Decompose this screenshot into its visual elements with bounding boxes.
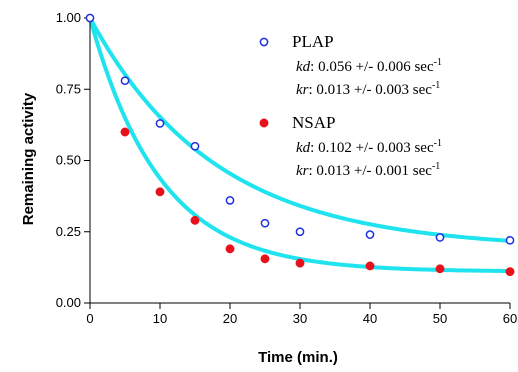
legend-param-kr: kr: 0.013 +/- 0.001 sec-1 bbox=[296, 161, 440, 179]
x-axis-label: Time (min.) bbox=[258, 349, 338, 366]
point-plap bbox=[260, 218, 270, 228]
point-plap bbox=[365, 230, 375, 239]
x-tick-label: 30 bbox=[293, 311, 307, 326]
point-nsap bbox=[120, 127, 130, 137]
x-tick-label: 60 bbox=[503, 311, 517, 326]
x-ticks: 0 10 20 30 40 50 60 bbox=[86, 303, 517, 326]
legend-param-kd: kd: 0.102 +/- 0.003 sec-1 bbox=[296, 138, 442, 156]
y-tick-label: 0.00 bbox=[56, 295, 81, 310]
data-points bbox=[85, 13, 515, 277]
x-tick-label: 0 bbox=[86, 311, 93, 326]
point-nsap bbox=[435, 264, 445, 274]
x-tick-label: 10 bbox=[153, 311, 167, 326]
point-plap bbox=[505, 235, 515, 245]
legend-param-kr: kr: 0.013 +/- 0.003 sec-1 bbox=[296, 80, 440, 98]
point-nsap bbox=[190, 215, 200, 225]
point-plap bbox=[225, 196, 235, 205]
x-tick-label: 50 bbox=[433, 311, 447, 326]
point-nsap bbox=[365, 261, 375, 271]
y-tick-label: 0.25 bbox=[56, 224, 81, 239]
y-tick-label: 1.00 bbox=[56, 10, 81, 25]
legend-marker-plap bbox=[259, 37, 269, 47]
y-ticks: 0.00 0.25 0.50 0.75 1.00 bbox=[56, 10, 90, 310]
point-plap bbox=[120, 76, 130, 86]
point-plap bbox=[190, 141, 200, 151]
point-plap bbox=[85, 13, 95, 23]
x-tick-label: 40 bbox=[363, 311, 377, 326]
y-axis-label: Remaining activity bbox=[20, 92, 37, 225]
legend-marker-nsap bbox=[259, 118, 269, 128]
point-plap bbox=[435, 233, 445, 242]
y-tick-label: 0.75 bbox=[56, 81, 81, 96]
y-tick-label: 0.50 bbox=[56, 153, 81, 168]
x-tick-label: 20 bbox=[223, 311, 237, 326]
point-plap bbox=[155, 119, 165, 128]
legend-name-nsap: NSAP bbox=[292, 113, 335, 132]
point-nsap bbox=[155, 187, 165, 197]
point-nsap bbox=[260, 254, 270, 264]
legend-param-kd: kd: 0.056 +/- 0.006 sec-1 bbox=[296, 57, 442, 75]
legend: PLAP kd: 0.056 +/- 0.006 sec-1 kr: 0.013 +… bbox=[259, 32, 442, 179]
point-plap bbox=[295, 227, 305, 237]
point-nsap bbox=[225, 244, 235, 254]
point-nsap bbox=[505, 267, 515, 277]
legend-name-plap: PLAP bbox=[292, 32, 334, 51]
point-nsap bbox=[295, 258, 305, 268]
